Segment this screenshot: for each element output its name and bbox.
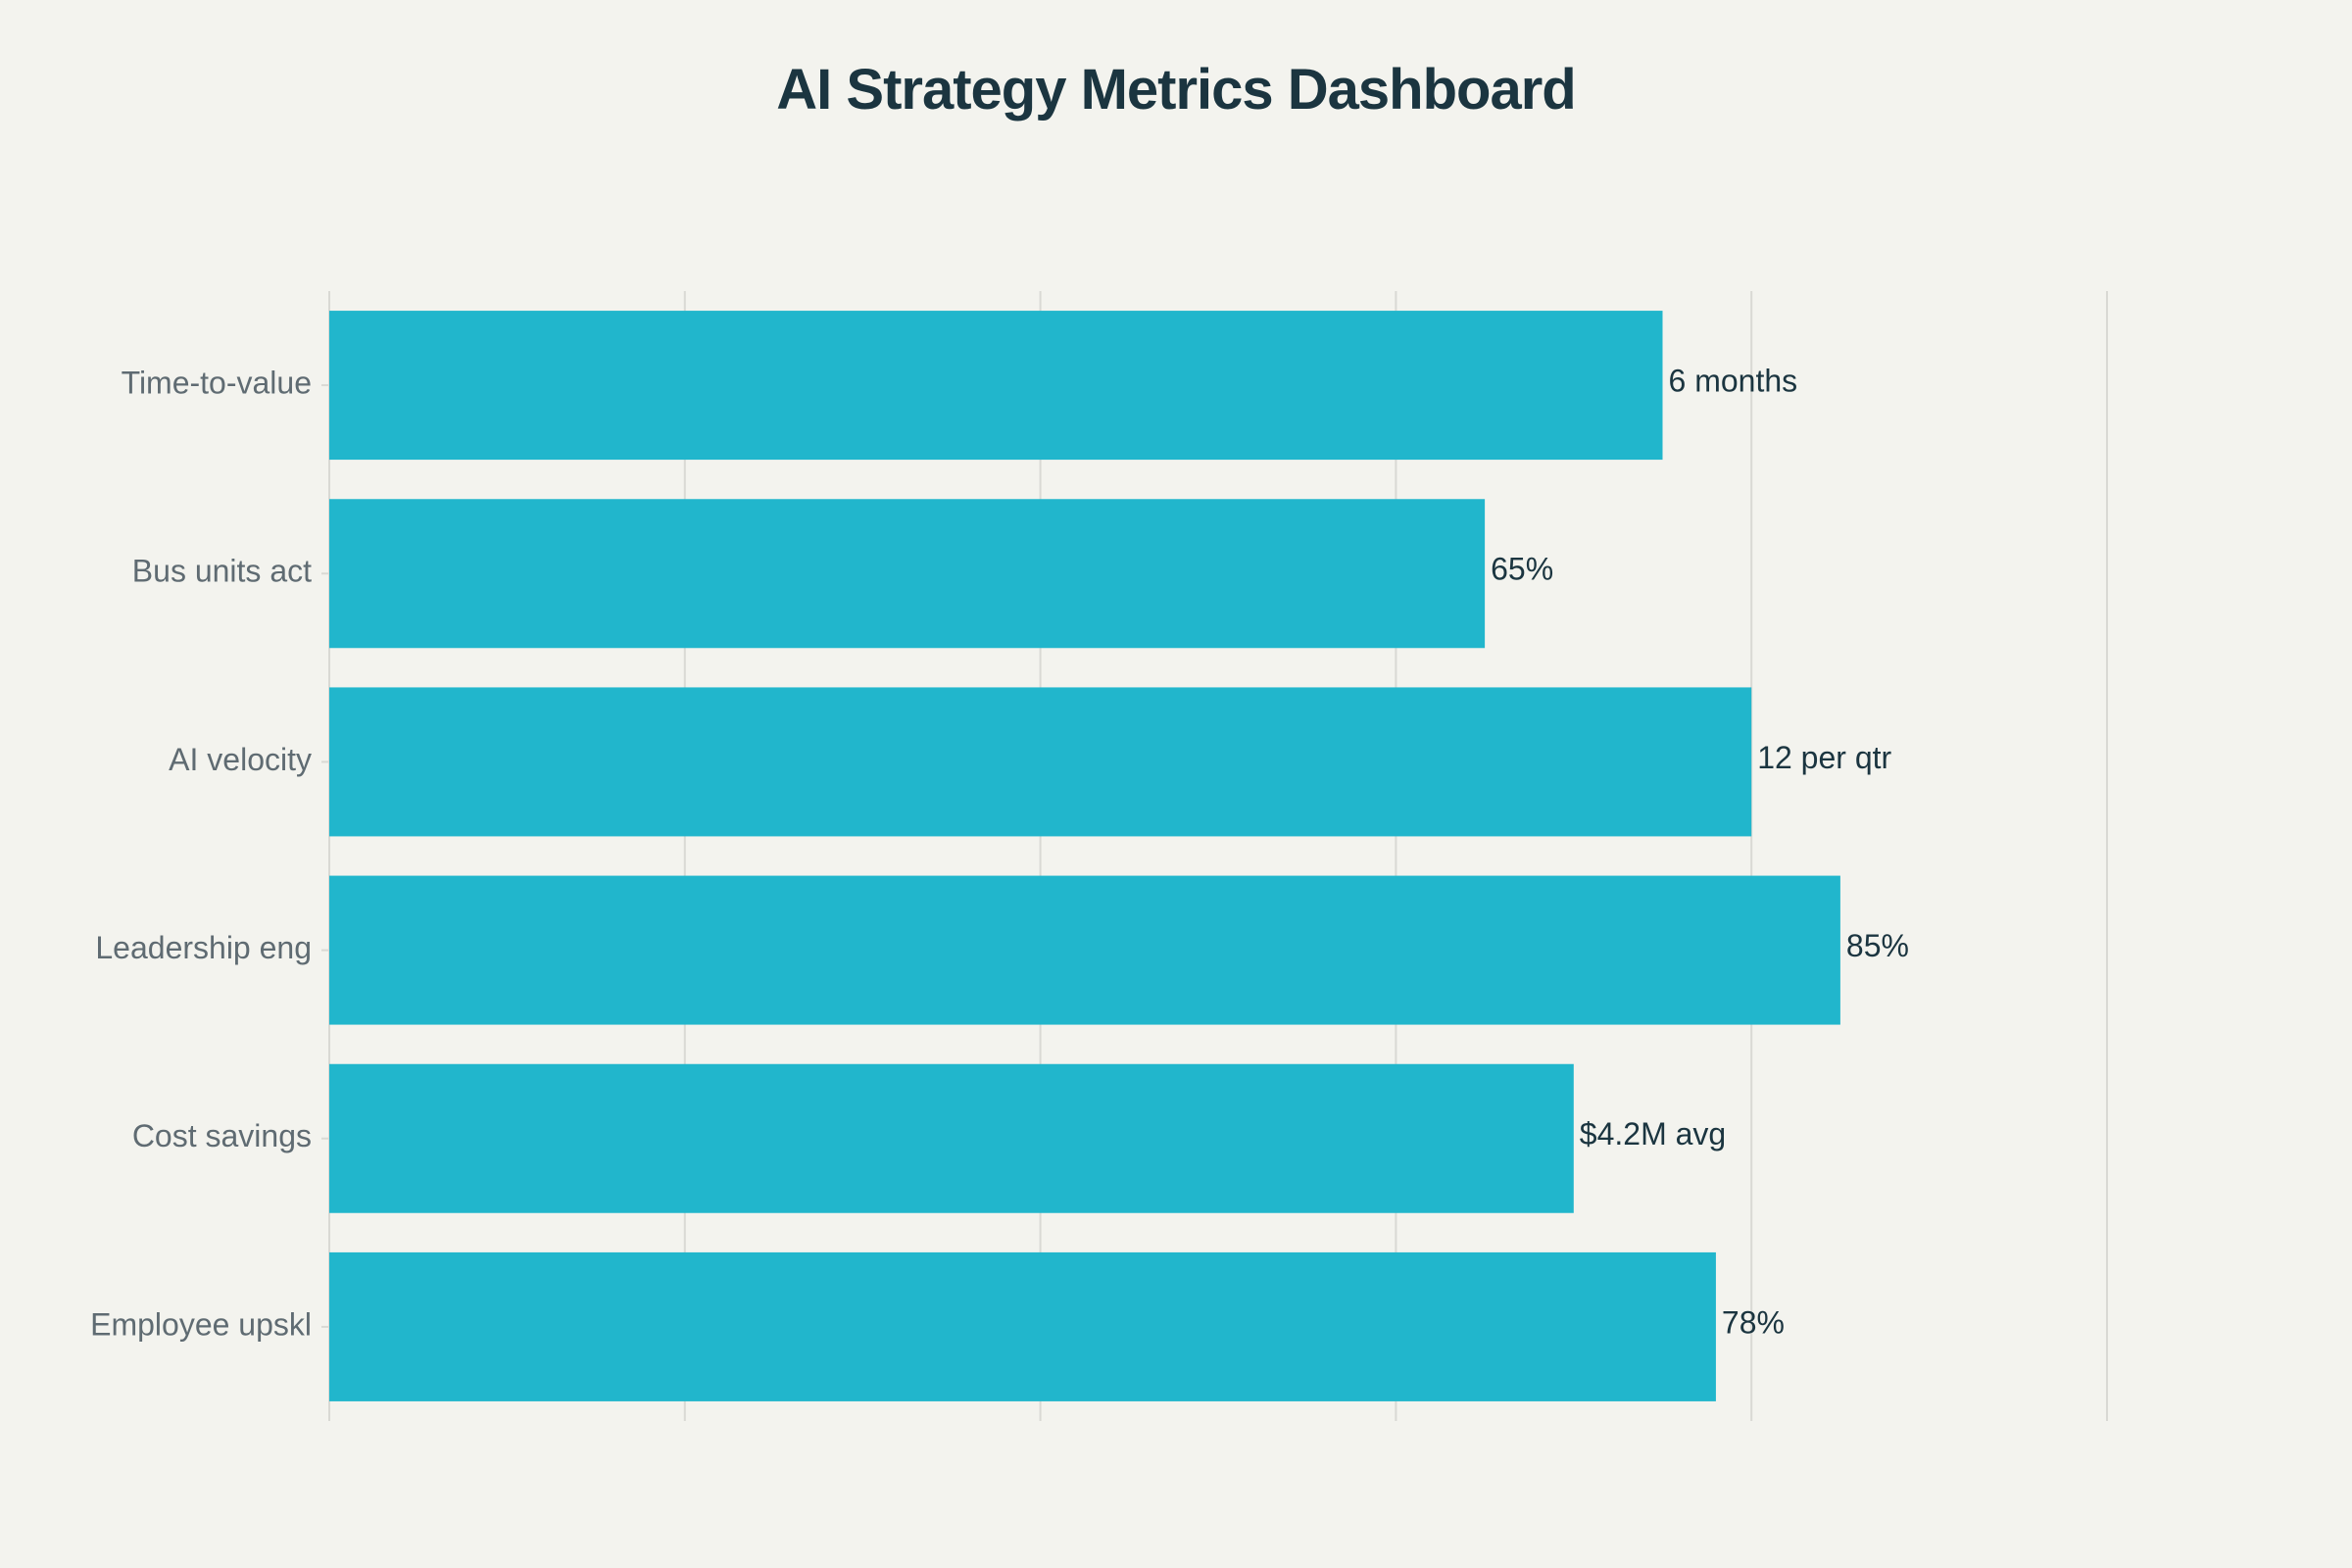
bar — [329, 311, 1663, 461]
category-labels: Time-to-value Bus units act AI velocity Lea… — [90, 366, 329, 1342]
category-label: Leadership eng — [95, 930, 312, 965]
value-labels: 6 months 65% 12 per qtr 85% $4.2M avg 78% — [1491, 364, 1909, 1341]
data-label: 65% — [1491, 552, 1553, 587]
bar — [329, 1063, 1574, 1213]
data-label: $4.2M avg — [1580, 1116, 1726, 1152]
gridlines — [328, 291, 2108, 1421]
data-label: 12 per qtr — [1757, 740, 1891, 775]
data-label: 6 months — [1669, 364, 1798, 399]
bar — [329, 1251, 1716, 1401]
bar — [329, 687, 1752, 837]
category-label: AI velocity — [169, 742, 312, 777]
bar — [329, 499, 1486, 649]
category-label: Cost savings — [132, 1118, 312, 1153]
category-label: Time-to-value — [122, 366, 312, 401]
chart-title: AI Strategy Metrics Dashboard — [776, 58, 1576, 122]
data-label: 78% — [1722, 1304, 1785, 1340]
category-label: Employee upskl — [90, 1306, 312, 1342]
bar — [329, 875, 1840, 1025]
bars — [329, 311, 1840, 1401]
category-label: Bus units act — [132, 554, 312, 589]
data-label: 85% — [1846, 928, 1909, 963]
